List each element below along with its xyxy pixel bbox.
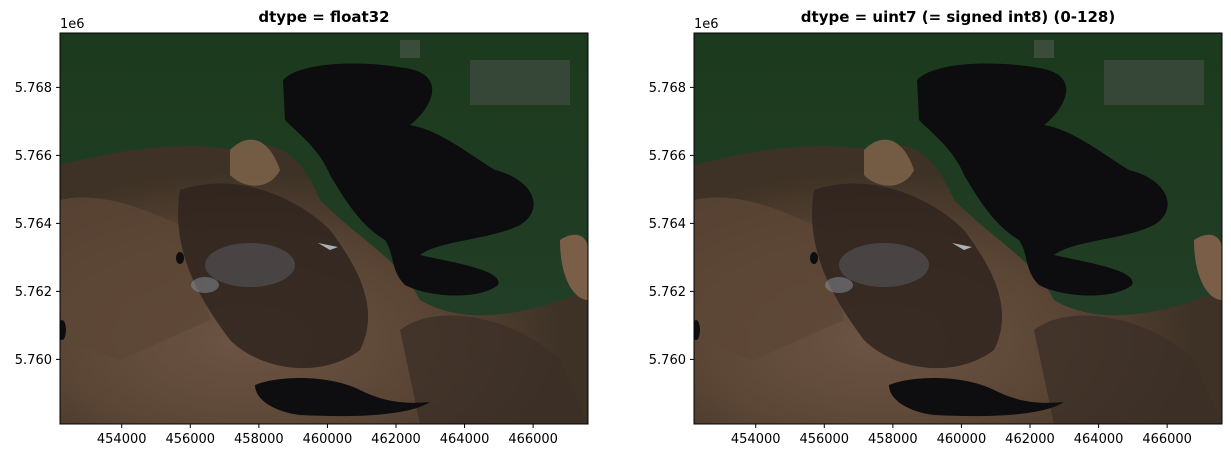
axes-frame-left: [59, 32, 589, 425]
subplot-right: dtype = uint7 (= signed int8) (0-128) 1e…: [649, 8, 1223, 447]
x-tick-label: 456000: [799, 432, 849, 447]
x-tick-label: 454000: [97, 432, 147, 447]
y-tick-label: 5.766: [15, 149, 52, 164]
y-offset-label-left: 1e6: [60, 17, 85, 32]
y-tick-label: 5.760: [15, 353, 52, 368]
x-tick-label: 454000: [731, 432, 781, 447]
subplot-left: dtype = float32 1e6 454000 456000 458000 46…: [15, 8, 589, 447]
subplot-title-right: dtype = uint7 (= signed int8) (0-128): [801, 8, 1115, 26]
satellite-image-left: [59, 32, 589, 425]
x-tick-label: 464000: [440, 432, 490, 447]
x-tick-label: 460000: [937, 432, 987, 447]
y-tick-label: 5.764: [15, 217, 52, 232]
axes-frame-right: [693, 32, 1223, 425]
y-ticks-right: 5.760 5.762 5.764 5.766 5.768: [649, 81, 694, 368]
x-tick-label: 462000: [371, 432, 421, 447]
y-ticks-left: 5.760 5.762 5.764 5.766 5.768: [15, 81, 60, 368]
y-tick-label: 5.762: [649, 285, 686, 300]
x-ticks-right: 454000 456000 458000 460000 462000 464000 4660…: [731, 424, 1192, 447]
x-tick-label: 466000: [508, 432, 558, 447]
y-offset-label-right: 1e6: [694, 17, 719, 32]
satellite-image-right: [693, 32, 1223, 425]
y-tick-label: 5.768: [649, 81, 686, 96]
x-tick-label: 456000: [165, 432, 215, 447]
y-tick-label: 5.764: [649, 217, 686, 232]
subplot-title-left: dtype = float32: [258, 8, 389, 26]
x-tick-label: 460000: [303, 432, 353, 447]
x-tick-label: 462000: [1005, 432, 1055, 447]
x-tick-label: 464000: [1074, 432, 1124, 447]
y-tick-label: 5.762: [15, 285, 52, 300]
x-tick-label: 458000: [868, 432, 918, 447]
y-tick-label: 5.766: [649, 149, 686, 164]
y-tick-label: 5.768: [15, 81, 52, 96]
x-ticks-left: 454000 456000 458000 460000 462000 464000 4660…: [97, 424, 558, 447]
x-tick-label: 458000: [234, 432, 284, 447]
x-tick-label: 466000: [1142, 432, 1192, 447]
y-tick-label: 5.760: [649, 353, 686, 368]
